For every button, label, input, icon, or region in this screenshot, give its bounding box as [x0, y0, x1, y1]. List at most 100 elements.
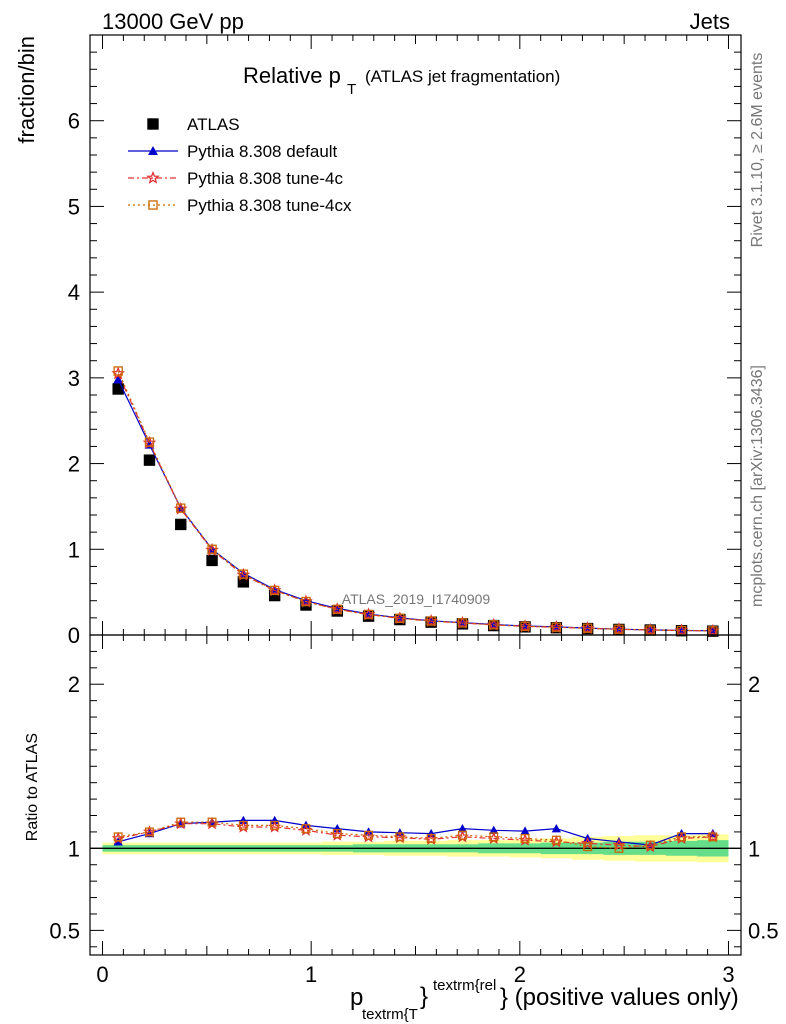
legend-marker	[147, 118, 159, 130]
series-3-ratio-point	[301, 824, 311, 834]
series-0-main-point	[143, 454, 156, 466]
series-3-ratio-point	[583, 842, 593, 852]
y-tick-label-main: 4	[68, 280, 80, 305]
main-plot-series	[111, 366, 720, 637]
series-3-main-point	[520, 621, 530, 632]
axis-ticks: 0 1 2 3 0 1 2 3 4 5 6 0.5 0.5 1 1 2 2	[49, 35, 779, 987]
series-3-ratio-point	[645, 840, 655, 850]
series-2-ratio-point	[581, 836, 595, 849]
series-0-main-point	[237, 576, 250, 588]
series-3-ratio-point	[520, 834, 530, 843]
legend-marker	[148, 200, 158, 210]
y-tick-label-ratio: 1	[68, 836, 80, 861]
x-axis-label-p: p	[350, 984, 363, 1011]
y-tick-label-ratio-right: 1	[748, 836, 760, 861]
x-tick-label: 2	[514, 962, 526, 987]
series-3-main-point	[269, 585, 280, 596]
series-3-ratio-point	[207, 817, 217, 827]
mcplots-label: mcplots.cern.ch [arXiv:1306.3436]	[749, 365, 766, 607]
legend-label: Pythia 8.308 tune-4c	[187, 169, 343, 188]
series-3-ratio-line	[118, 821, 713, 849]
y-tick-label-ratio: 0.5	[49, 918, 80, 943]
series-3-ratio-point	[364, 830, 374, 840]
series-3-main-point	[645, 625, 655, 635]
series-3-main-point	[582, 623, 593, 633]
y-tick-label-ratio-right: 0.5	[748, 918, 779, 943]
series-3-main-point	[207, 544, 217, 554]
rivet-label: Rivet 3.1.10, ≥ 2.6M events	[749, 53, 766, 248]
analysis-watermark: ATLAS_2019_I1740909	[342, 591, 491, 607]
series-3-main-point	[176, 503, 186, 513]
series-3-ratio-point	[489, 832, 499, 842]
series-3-main-point	[144, 437, 155, 447]
y-tick-label-ratio-right: 2	[748, 672, 760, 697]
series-3-main-point	[551, 622, 562, 632]
series-0-main-point	[112, 383, 124, 395]
series-3-main-point	[395, 613, 405, 623]
y-tick-label-main: 1	[68, 537, 80, 562]
legend-marker	[148, 146, 158, 155]
y-tick-label-ratio: 2	[68, 672, 80, 697]
series-0-main-point	[206, 554, 218, 567]
header-right-label: Jets	[690, 9, 730, 34]
series-1-ratio-point	[457, 823, 468, 833]
y-tick-label-main: 3	[68, 366, 80, 391]
series-3-main-point	[426, 616, 436, 626]
series-3-ratio-point	[113, 832, 123, 842]
series-3-ratio-point	[176, 817, 186, 827]
legend-label: ATLAS	[187, 115, 240, 134]
series-2-ratio-point	[612, 838, 626, 851]
chart-title: Relative p T (ATLAS jet fragmentation)	[243, 63, 560, 98]
y-tick-label-main: 6	[68, 109, 80, 134]
ratio-plot-frame	[89, 634, 742, 956]
series-1-ratio-point	[520, 826, 530, 835]
series-3-ratio-point	[426, 834, 436, 843]
series-3-ratio-point	[457, 830, 467, 840]
series-3-main-point	[301, 596, 311, 607]
series-0-main-point	[268, 589, 281, 602]
x-axis-label-brace: }	[420, 983, 428, 1010]
series-3-main-point	[489, 620, 499, 630]
y-tick-label-main: 0	[68, 623, 80, 648]
x-axis-label-sup: textrm{rel	[433, 977, 496, 994]
legend-label: Pythia 8.308 default	[187, 142, 338, 161]
legend-label: Pythia 8.308 tune-4cx	[187, 196, 352, 215]
ratio-uncertainty-band	[90, 834, 741, 863]
series-3-ratio-point	[614, 843, 624, 853]
y-tick-label-main: 2	[68, 452, 80, 477]
legend-entry: Pythia 8.308 default	[128, 142, 338, 161]
series-3-main-point	[363, 609, 374, 620]
series-3-ratio-point	[332, 829, 342, 839]
series-1-ratio-point	[489, 825, 499, 835]
series-1-main-point	[113, 374, 124, 384]
series-3-main-point	[332, 604, 342, 614]
chart-title-sub: T	[347, 81, 356, 98]
series-3-ratio-point	[238, 820, 248, 830]
series-3-main-point	[614, 624, 624, 634]
series-1-ratio-point	[551, 823, 562, 833]
x-axis-label-sub: textrm{T	[362, 1006, 418, 1023]
ratio-plot-series	[111, 815, 720, 853]
legend-marker	[146, 170, 160, 184]
series-3-ratio-point	[395, 832, 405, 842]
x-tick-label: 1	[305, 962, 317, 987]
series-3-ratio-point	[677, 832, 687, 842]
series-3-ratio-point	[551, 835, 561, 845]
chart-title-main: Relative p	[243, 63, 341, 88]
header-left-label: 13000 GeV pp	[102, 9, 244, 34]
series-3-ratio-point	[708, 832, 718, 842]
legend-entry: ATLAS	[147, 115, 240, 134]
series-3-main-point	[457, 618, 468, 628]
y-axis-label: fraction/bin	[14, 36, 39, 144]
series-3-main-line	[117, 370, 713, 632]
series-0-main-point	[175, 518, 187, 531]
chart-title-suffix: (ATLAS jet fragmentation)	[365, 67, 560, 86]
x-axis-label: p textrm{T } textrm{rel } (positive valu…	[350, 977, 739, 1023]
x-tick-label: 0	[96, 962, 108, 987]
x-axis-label-suffix: } (positive values only)	[500, 984, 739, 1011]
x-tick-label: 3	[722, 962, 734, 987]
legend-entry: Pythia 8.308 tune-4c	[128, 169, 343, 188]
series-2-ratio-line	[118, 823, 713, 848]
series-3-main-point	[238, 569, 249, 579]
